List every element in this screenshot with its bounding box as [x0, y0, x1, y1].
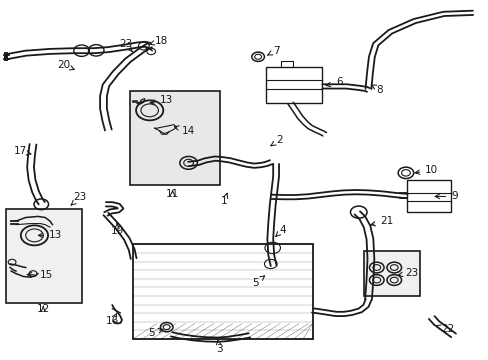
Text: 2: 2: [270, 135, 282, 146]
Text: 1: 1: [220, 193, 227, 206]
Text: 21: 21: [370, 216, 392, 226]
Text: 4: 4: [275, 225, 285, 237]
Text: 7: 7: [267, 46, 279, 56]
Text: 23: 23: [71, 192, 86, 205]
Text: 23: 23: [397, 268, 418, 278]
Bar: [132, 244, 312, 339]
Text: 5: 5: [251, 276, 264, 288]
Text: 13: 13: [150, 95, 173, 105]
Bar: [266, 67, 322, 103]
Text: 10: 10: [414, 165, 437, 175]
Bar: [130, 91, 220, 185]
Text: 6: 6: [325, 77, 342, 87]
Text: 13: 13: [39, 230, 62, 240]
Bar: [407, 180, 450, 212]
Text: 20: 20: [57, 60, 74, 70]
Text: 17: 17: [14, 147, 31, 157]
Text: 9: 9: [434, 192, 457, 202]
Text: 16: 16: [105, 313, 119, 326]
Text: 12: 12: [37, 304, 50, 314]
Bar: [6, 208, 81, 303]
Text: 19: 19: [110, 224, 123, 237]
Text: 18: 18: [149, 36, 168, 46]
Text: 14: 14: [174, 126, 195, 136]
Text: 5: 5: [147, 328, 163, 338]
Text: 15: 15: [27, 270, 53, 280]
Text: 23: 23: [119, 39, 132, 51]
Polygon shape: [136, 99, 144, 104]
Text: 3: 3: [216, 340, 222, 354]
Text: 11: 11: [165, 189, 179, 199]
Bar: [363, 251, 419, 296]
Text: 22: 22: [435, 324, 453, 334]
Text: 8: 8: [370, 85, 382, 95]
